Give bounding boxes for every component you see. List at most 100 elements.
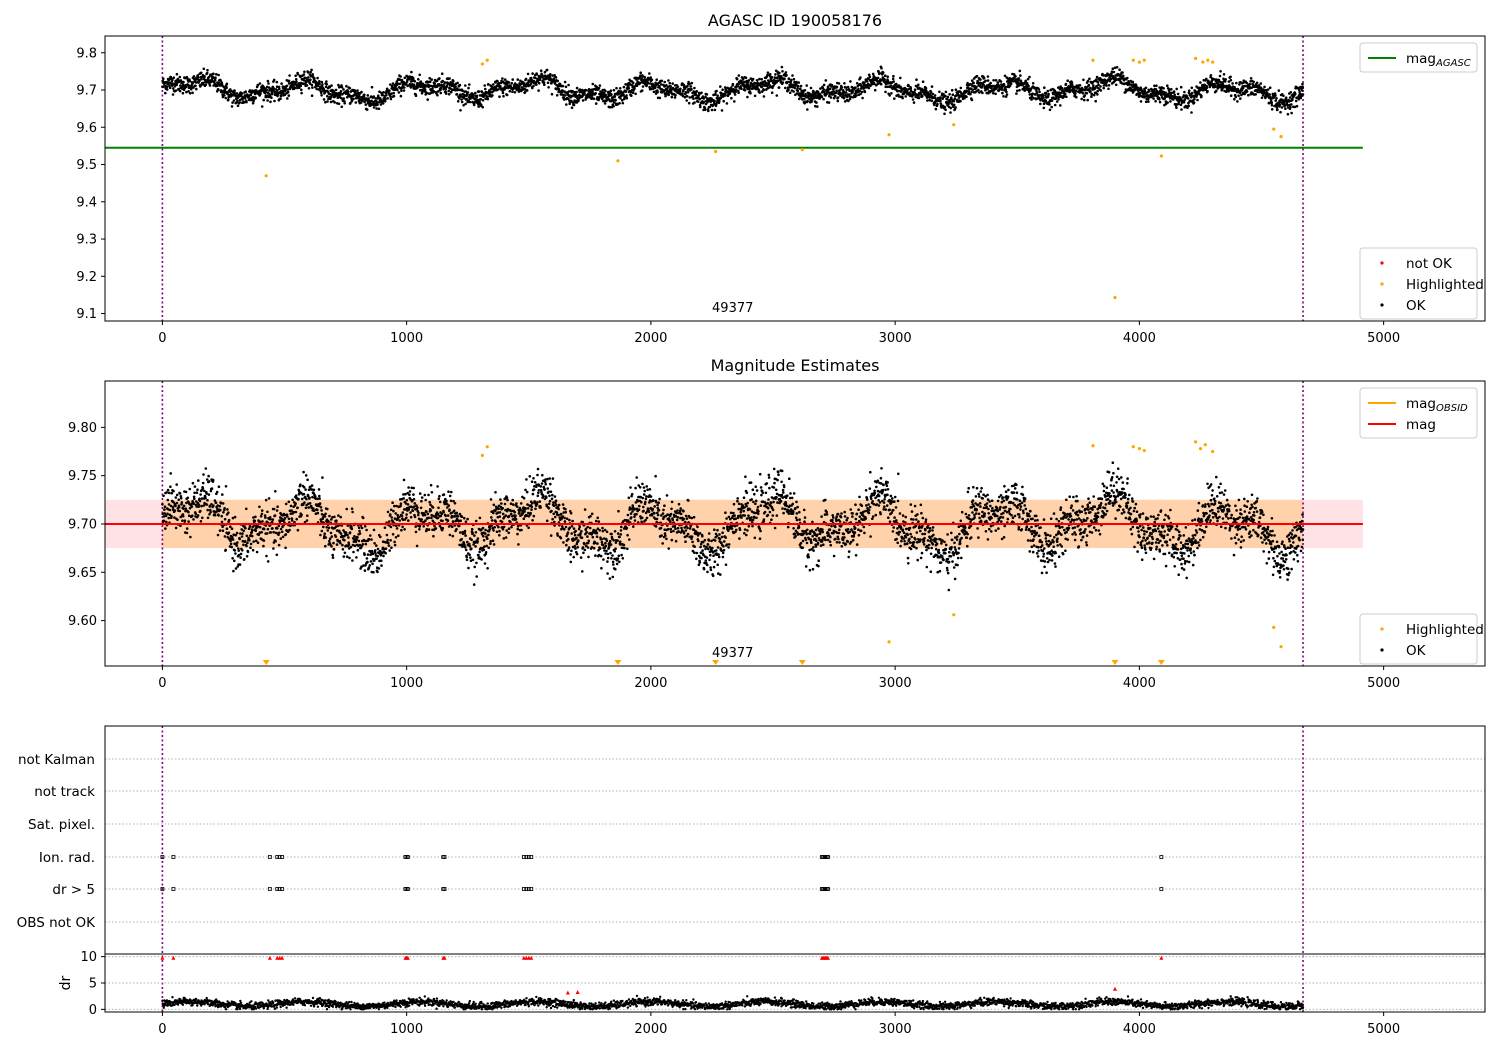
agasc-ok-point [835,89,838,92]
agasc-ok-point [1063,92,1067,96]
agasc-ok-point [795,80,798,84]
magnitude-ok-point [242,529,245,533]
magnitude-ok-point [367,566,371,569]
agasc-ok-point [1042,96,1045,99]
magnitude-ok-point [218,529,222,532]
agasc-ok-point [441,79,445,83]
agasc-ok-point [204,83,208,87]
agasc-ok-point [492,83,495,86]
agasc-ok-point [822,97,825,101]
magnitude-ok-point [175,483,178,486]
agasc-ok-point [550,92,554,96]
agasc-ok-point [760,77,763,81]
magnitude-ok-point [308,502,312,505]
magnitude-ok-point [417,513,420,517]
agasc-ok-point [1295,104,1299,108]
agasc-ok-point [924,89,928,92]
agasc-ok-point [1042,106,1046,110]
agasc-ok-point [318,82,321,86]
magnitude-ok-point [199,493,202,496]
magnitude-ok-point [276,505,279,509]
agasc-ok-point [537,89,540,92]
magnitude-ok-point [316,511,320,515]
agasc-ok-point [965,95,968,99]
agasc-ok-point [621,101,625,105]
magnitude-ok-point [272,547,275,550]
magnitude-ok-point [291,498,295,502]
agasc-ok-point [824,79,828,82]
agasc-ok-point [467,86,470,90]
magnitude-ok-point [262,544,265,548]
agasc-ok-point [609,89,613,92]
agasc-ok-point [318,80,321,83]
agasc-ok-point [802,97,806,101]
agasc-ok-point [337,102,341,106]
agasc-ok-point [1152,97,1155,100]
magnitude-ok-point [235,544,239,547]
magnitude-ok-point [196,488,199,492]
agasc-ok-point [1050,99,1054,103]
magnitude-ok-point [181,519,184,522]
agasc-ok-point [1102,86,1105,90]
agasc-ok-point [421,82,425,85]
agasc-ok-point [454,85,457,88]
agasc-ok-point [594,102,598,105]
agasc-lower-legend-marker [1380,261,1384,265]
magnitude-ok-point [350,507,354,511]
magnitude-ok-point [395,527,399,530]
agasc-ok-point [1002,95,1005,98]
magnitude-ok-point [261,520,264,523]
magnitude-ok-point [215,510,219,513]
agasc-ok-point [954,106,957,109]
agasc-ok-point [806,108,809,111]
magnitude-ok-point [227,518,231,522]
agasc-ok-point [695,90,699,93]
agasc-ok-point [510,82,514,85]
agasc-ok-point [524,77,528,81]
agasc-ok-point [413,85,416,88]
magnitude-ok-point [277,543,281,547]
agasc-ok-point [766,71,770,74]
agasc-ok-point [681,92,684,96]
magnitude-ok-point [288,528,291,532]
magnitude-ok-point [252,540,255,543]
agasc-ok-point [192,75,196,78]
agasc-ok-point [161,79,164,83]
magnitude-ok-point [339,541,342,545]
agasc-ok-point [191,91,194,95]
agasc-ok-point [507,81,511,84]
agasc-ok-point [633,87,636,90]
agasc-ok-point [836,96,840,99]
magnitude-ok-point [162,519,166,523]
agasc-ok-point [217,88,220,91]
agasc-ok-point [710,108,714,112]
magnitude-ok-point [163,505,167,509]
agasc-ok-point [376,103,379,107]
agasc-ok-point [320,91,323,95]
agasc-ok-point [212,72,215,76]
magnitude-ok-point [352,550,355,554]
agasc-ok-point [182,80,185,84]
agasc-ok-point [1043,86,1046,89]
magnitude-ok-point [255,550,259,554]
magnitude-ok-point [424,519,427,522]
magnitude-ok-point [193,485,197,488]
agasc-ok-point [674,93,677,97]
agasc-ok-point [1111,67,1115,70]
agasc-ok-point [631,91,635,95]
agasc-ok-point [567,90,571,93]
agasc-ok-point [785,73,788,77]
agasc-ok-point [537,82,541,85]
agasc-ok-point [1268,93,1271,96]
magnitude-ok-point [264,516,267,519]
magnitude-ok-point [365,528,368,532]
agasc-ok-point [348,86,352,90]
agasc-ok-point [1115,66,1119,69]
magnitude-ok-point [375,557,378,561]
agasc-ok-point [300,88,303,92]
magnitude-ok-point [408,490,412,493]
agasc-ok-point [1264,96,1267,100]
agasc-ok-point [917,83,920,87]
magnitude-ok-point [196,514,200,517]
agasc-ok-point [1180,108,1183,111]
